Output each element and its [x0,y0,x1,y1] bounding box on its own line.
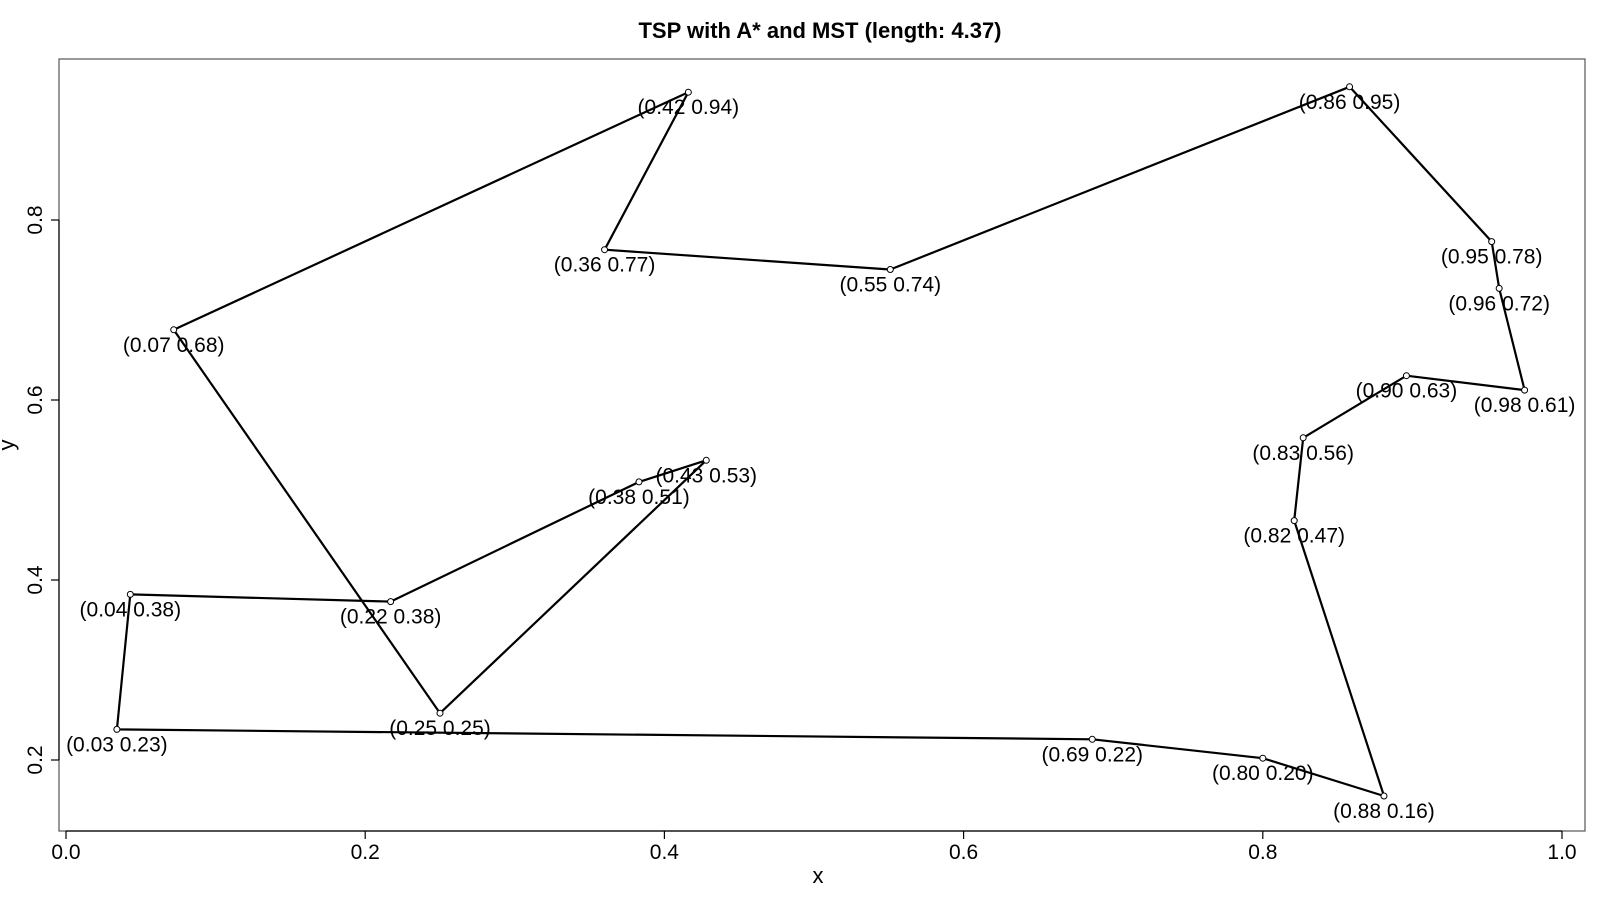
x-tick-label: 0.0 [51,841,80,864]
city-point [702,456,710,464]
city-point [1402,372,1410,380]
x-tick-label: 1.0 [1547,841,1576,864]
city-point [601,246,609,254]
city-point [1521,386,1529,394]
city-point [436,709,444,717]
x-tick-label: 0.6 [949,841,978,864]
city-label: (0.03 0.23) [66,733,168,756]
chart-title: TSP with A* and MST (length: 4.37) [638,18,1001,43]
y-tick-label: 0.6 [24,385,47,414]
y-tick-label: 0.8 [24,205,47,234]
city-label: (0.96 0.72) [1448,292,1550,315]
city-point [684,88,692,96]
point-layer [113,83,1529,800]
city-label: (0.22 0.38) [340,606,442,629]
city-label: (0.25 0.25) [389,717,491,740]
city-point [1259,754,1267,762]
city-point [1290,517,1298,525]
city-label: (0.07 0.68) [123,334,225,357]
city-point [387,598,395,606]
city-label: (0.38 0.51) [588,486,690,509]
city-label: (0.83 0.56) [1252,442,1354,465]
city-label: (0.55 0.74) [840,274,942,297]
city-point [1488,238,1496,246]
city-label: (0.82 0.47) [1243,525,1345,548]
city-point [1346,83,1354,91]
city-point [886,266,894,273]
x-axis-label: x [813,863,824,888]
x-tick-label: 0.4 [650,841,680,864]
city-label: (0.42 0.94) [638,96,740,119]
city-label: (0.86 0.95) [1299,91,1401,114]
plot-frame [58,58,1586,832]
city-label: (0.80 0.20) [1212,762,1314,785]
y-axis: 0.2 0.4 0.6 0.8 [24,205,60,775]
city-label: (0.90 0.63) [1356,380,1458,403]
point-label-layer: (0.03 0.23) (0.69 0.22) (0.80 0.20) (0.88 0… [66,91,1575,823]
city-point [1299,434,1307,442]
city-point [635,478,643,486]
y-tick-label: 0.4 [24,565,47,595]
city-label: (0.69 0.22) [1041,743,1143,766]
city-point [126,590,134,598]
city-label: (0.04 0.38) [80,598,182,621]
y-axis-label: y [0,440,19,451]
city-label: (0.88 0.16) [1333,800,1435,823]
city-point [113,725,121,733]
city-point [170,326,178,334]
x-axis: 0.0 0.2 0.4 0.6 0.8 1.0 [51,830,1577,864]
city-point [1380,792,1388,800]
x-tick-label: 0.8 [1248,841,1277,864]
x-tick-label: 0.2 [351,841,380,864]
city-label: (0.43 0.53) [655,464,757,487]
city-label: (0.36 0.77) [554,254,656,277]
city-label: (0.95 0.78) [1441,246,1543,269]
city-point [1495,284,1503,292]
city-label: (0.98 0.61) [1474,394,1576,417]
city-point [1088,735,1096,743]
y-tick-label: 0.2 [24,745,47,774]
